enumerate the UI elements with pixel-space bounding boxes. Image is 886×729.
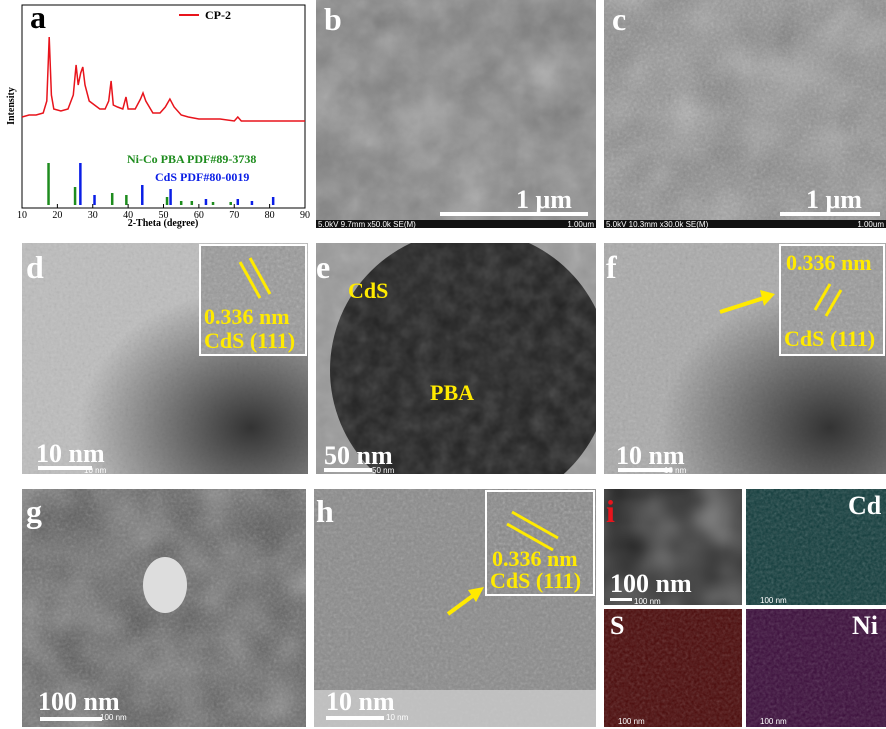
lattice-plane: CdS (111) — [204, 328, 295, 353]
tem-image — [22, 489, 306, 727]
legend-label: CdS PDF#80-0019 — [155, 170, 249, 184]
scale-text: 10 nm — [616, 441, 685, 470]
element-label: Cd — [848, 491, 882, 520]
scale-bar-label: 100 nm — [760, 596, 787, 605]
phase-label: PBA — [430, 380, 474, 405]
lattice-plane: CdS (111) — [784, 326, 875, 351]
x-tick-label: 10 — [17, 210, 27, 221]
scale-bar-label: 1.00um — [567, 220, 594, 229]
sem-image — [316, 0, 596, 228]
scale-text: 50 nm — [324, 441, 393, 470]
lattice-spacing: 0.336 nm — [204, 304, 290, 329]
sem-info: 5.0kV 9.7mm x50.0k SE(M) — [318, 220, 416, 229]
panel-label: h — [316, 493, 334, 529]
x-tick-label: 20 — [52, 210, 62, 221]
scale-bar-label: 100 nm — [760, 717, 787, 726]
panel-label: a — [30, 0, 46, 35]
element-label: S — [610, 611, 624, 640]
panel-label: g — [26, 493, 42, 529]
scale-bar-label: 10 nm — [664, 466, 687, 475]
scale-bar-label: 10 nm — [84, 466, 107, 475]
eds-mapping — [604, 489, 886, 727]
scale-text: 100 nm — [610, 569, 692, 598]
lattice-spacing: 0.336 nm — [492, 546, 578, 571]
x-tick-label: 60 — [194, 210, 204, 221]
panel-label: b — [324, 1, 342, 37]
scale-bar-label: 100 nm — [618, 717, 645, 726]
sem-image — [604, 0, 886, 228]
scale-bar-label: 100 nm — [100, 713, 127, 722]
scale-text: 1 μm — [516, 185, 572, 214]
panel-label: e — [316, 249, 330, 285]
x-tick-label: 80 — [265, 210, 275, 221]
lattice-spacing: 0.336 nm — [786, 250, 872, 275]
x-tick-label: 70 — [229, 210, 239, 221]
panel-label: i — [606, 493, 615, 529]
panel-label: c — [612, 1, 626, 37]
scale-text: 1 μm — [806, 185, 862, 214]
scale-bar-label: 50 nm — [372, 466, 395, 475]
element-label: Ni — [852, 611, 878, 640]
legend-label: Ni-Co PBA PDF#89-3738 — [127, 152, 256, 166]
legend-label: CP-2 — [205, 8, 231, 22]
tem-image — [604, 243, 886, 474]
x-tick-label: 50 — [159, 210, 169, 221]
scale-bar-label: 1.00um — [857, 220, 884, 229]
lattice-plane: CdS (111) — [490, 568, 581, 593]
tem-image — [316, 243, 596, 474]
panel-label: f — [606, 249, 617, 285]
x-axis-label: 2-Theta (degree) — [128, 218, 199, 229]
x-tick-label: 90 — [300, 210, 310, 221]
panel-label: d — [26, 249, 44, 285]
scale-text: 10 nm — [326, 687, 395, 716]
scale-text: 10 nm — [36, 439, 105, 468]
xrd-chart: 10 20 30 40 50 60 70 80 90 CP-2 Ni-Co PBA PDF#89-3… — [17, 8, 310, 221]
xrd-line — [21, 36, 305, 122]
tem-image — [22, 243, 308, 474]
x-tick-label: 40 — [123, 210, 133, 221]
scale-bar-label: 100 nm — [634, 597, 661, 606]
tem-image — [314, 489, 596, 727]
scale-bar-label: 10 nm — [386, 713, 409, 722]
x-tick-label: 30 — [88, 210, 98, 221]
phase-label: CdS — [348, 278, 388, 303]
scale-text: 100 nm — [38, 687, 120, 716]
sem-info: 5.0kV 10.3mm x30.0k SE(M) — [606, 220, 709, 229]
y-axis-label: Intensity — [6, 87, 17, 125]
